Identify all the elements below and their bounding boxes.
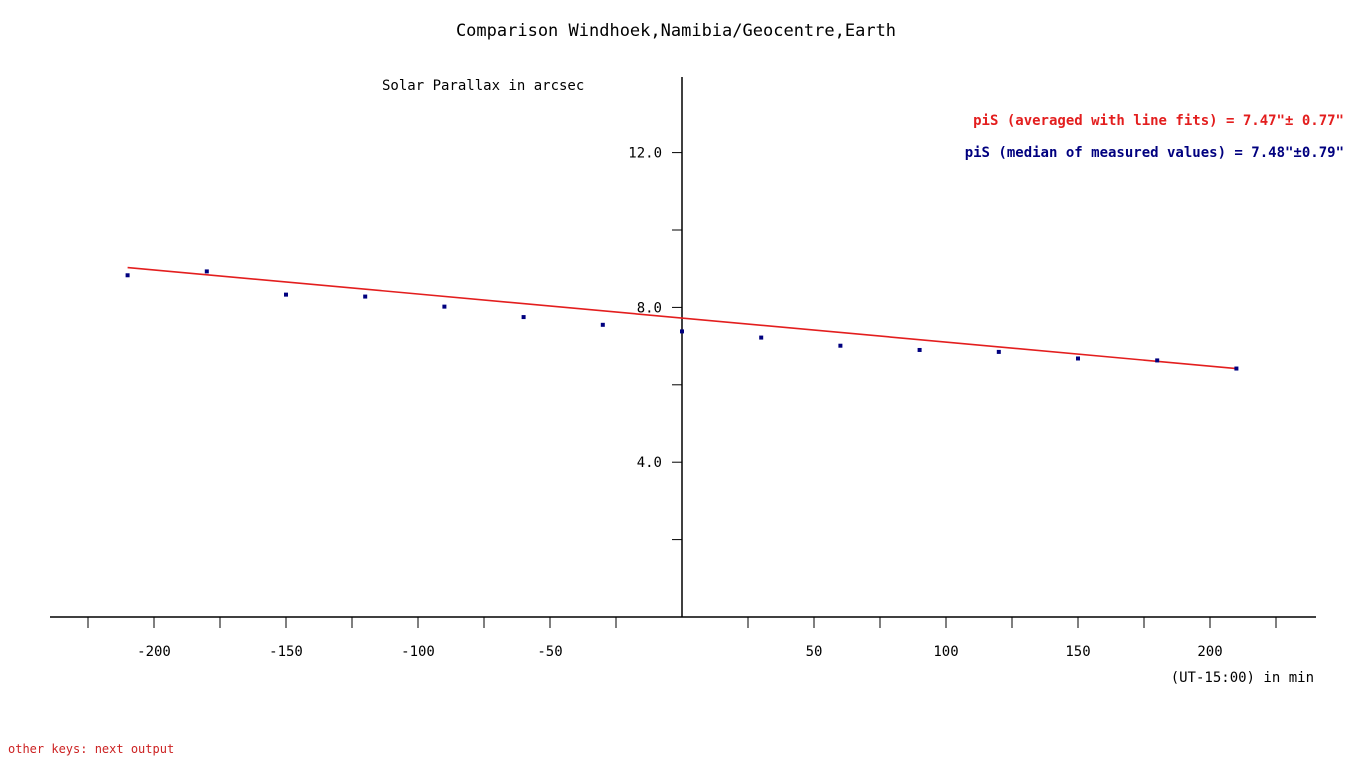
y-axis-label: Solar Parallax in arcsec (382, 78, 584, 94)
data-point (1076, 356, 1080, 361)
x-axis-ticks: -200 -150 -100 -50 50 100 150 200 (87, 617, 1277, 660)
y-tick-label: 8.0 (637, 300, 662, 316)
data-point (1155, 358, 1160, 363)
data-point (1234, 366, 1239, 371)
y-tick-label: 12.0 (628, 146, 662, 162)
data-point (125, 273, 130, 278)
data-point (680, 329, 684, 334)
data-point (759, 335, 764, 340)
footer-hint: other keys: next output (8, 742, 174, 756)
data-point (996, 349, 1001, 354)
data-point (363, 294, 368, 299)
x-tick-label: 150 (1065, 644, 1090, 660)
x-tick-label: -100 (401, 644, 435, 660)
x-tick-label: -50 (537, 644, 562, 660)
y-tick-label: 4.0 (637, 455, 662, 471)
x-tick-label: -200 (137, 644, 171, 660)
data-point (284, 292, 288, 297)
x-tick-label: 200 (1197, 644, 1222, 660)
x-tick-label: 100 (933, 644, 958, 660)
data-point (521, 315, 526, 320)
data-point (600, 322, 605, 327)
chart-title: Comparison Windhoek,Namibia/Geocentre,Ea… (456, 21, 896, 41)
fit-line (127, 266, 1237, 370)
y-axis-ticks: 4.0 8.0 12.0 (628, 146, 682, 541)
measured-points-series (125, 269, 1239, 371)
line-fit-series (127, 266, 1237, 370)
data-point (838, 343, 843, 348)
data-point (442, 304, 447, 309)
annotation-median: piS (median of measured values) = 7.48"±… (965, 145, 1344, 161)
x-tick-label: 50 (806, 644, 823, 660)
x-tick-label: -150 (269, 644, 303, 660)
x-axis-label: (UT-15:00) in min (1171, 670, 1314, 686)
annotation-line-fit: piS (averaged with line fits) = 7.47"± 0… (973, 113, 1344, 129)
data-point (204, 269, 209, 274)
data-point (917, 347, 922, 352)
